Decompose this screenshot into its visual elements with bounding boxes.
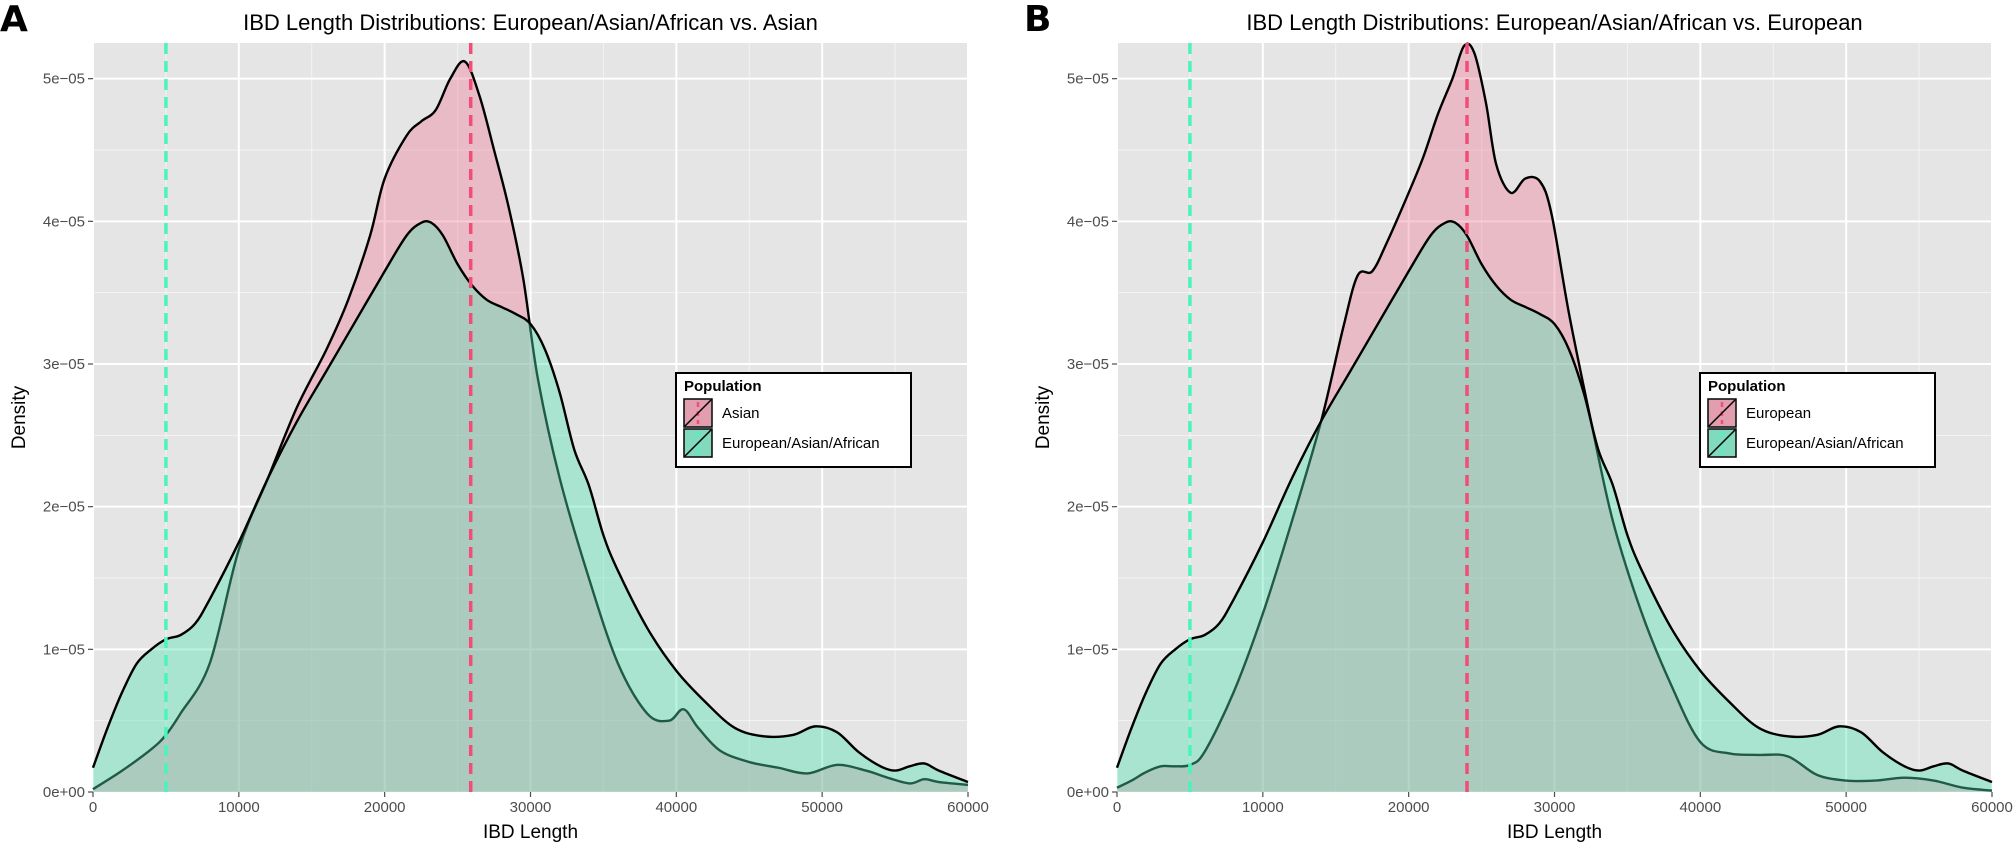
y-tick-label: 4e−05	[1067, 213, 1109, 230]
density-area-0	[1117, 43, 1992, 793]
chart-title: IBD Length Distributions: European/Asian…	[1246, 10, 1862, 35]
panel-a: A IBD Length Distributions: European/Asi…	[0, 0, 1007, 843]
panel-letter: A	[0, 0, 28, 40]
y-tick-label: 1e−05	[1067, 641, 1109, 658]
density-line-1	[1115, 219, 1993, 784]
legend-key-slash	[684, 399, 712, 427]
y-tick-label: 1e−05	[43, 641, 85, 658]
x-tick-label: 60000	[1971, 799, 2013, 816]
legend-label: European/Asian/African	[1746, 435, 1904, 452]
panel-letter: B	[1024, 0, 1052, 40]
legend-key-slash	[1708, 399, 1736, 427]
x-tick-label: 10000	[1242, 799, 1284, 816]
density-area-0	[93, 61, 968, 793]
x-tick-label: 60000	[947, 799, 989, 816]
legend-box	[675, 372, 912, 468]
legend: Population Asian European/Asian/African	[675, 372, 912, 468]
panel-b: B IBD Length Distributions: European/Asi…	[1024, 0, 2015, 843]
y-tick-label: 5e−05	[1067, 71, 1109, 88]
legend-label: European	[1746, 405, 1811, 422]
density-chart-asian: IBD Length Distributions: European/Asian…	[9, 10, 989, 843]
y-axis-title: Density	[1033, 385, 1054, 449]
legend: Population European European/Asian/African	[1699, 372, 1936, 468]
x-tick-label: 50000	[801, 799, 843, 816]
x-tick-label: 40000	[1679, 799, 1721, 816]
y-tick-label: 4e−05	[43, 213, 85, 230]
legend-item: European/Asian/African	[683, 428, 880, 458]
y-tick-label: 0e+00	[43, 784, 85, 801]
legend-key-slash	[1708, 429, 1736, 457]
x-tick-label: 20000	[1388, 799, 1430, 816]
legend-key-slash	[684, 429, 712, 457]
y-tick-label: 2e−05	[43, 499, 85, 516]
legend-title: Population	[1708, 378, 1786, 395]
x-tick-label: 50000	[1825, 799, 1867, 816]
x-tick-label: 40000	[655, 799, 697, 816]
x-tick-label: 30000	[510, 799, 552, 816]
legend-item: European/Asian/African	[1707, 428, 1904, 458]
legend-title: Population	[684, 378, 762, 395]
y-tick-label: 0e+00	[1067, 784, 1109, 801]
y-tick-label: 3e−05	[1067, 356, 1109, 373]
y-tick-label: 2e−05	[1067, 499, 1109, 516]
density-area-1	[1117, 221, 1992, 792]
legend-item: Asian	[683, 398, 760, 428]
legend-item: European	[1707, 398, 1811, 428]
x-tick-label: 0	[89, 799, 97, 816]
y-tick-label: 5e−05	[43, 71, 85, 88]
density-line-0	[1116, 42, 1993, 792]
x-tick-label: 10000	[218, 799, 260, 816]
density-chart-european: IBD Length Distributions: European/Asian…	[1033, 10, 2013, 843]
legend-label: European/Asian/African	[722, 435, 880, 452]
legend-label: Asian	[722, 405, 760, 422]
chart-title: IBD Length Distributions: European/Asian…	[243, 10, 818, 35]
x-tick-label: 0	[1113, 799, 1121, 816]
legend-box	[1699, 372, 1936, 468]
x-tick-label: 30000	[1534, 799, 1576, 816]
density-line-1	[91, 219, 969, 784]
y-tick-label: 3e−05	[43, 356, 85, 373]
x-axis-title: IBD Length	[483, 822, 578, 843]
density-area-1	[93, 221, 968, 792]
y-axis-title: Density	[9, 385, 30, 449]
x-axis-title: IBD Length	[1507, 822, 1602, 843]
x-tick-label: 20000	[364, 799, 406, 816]
